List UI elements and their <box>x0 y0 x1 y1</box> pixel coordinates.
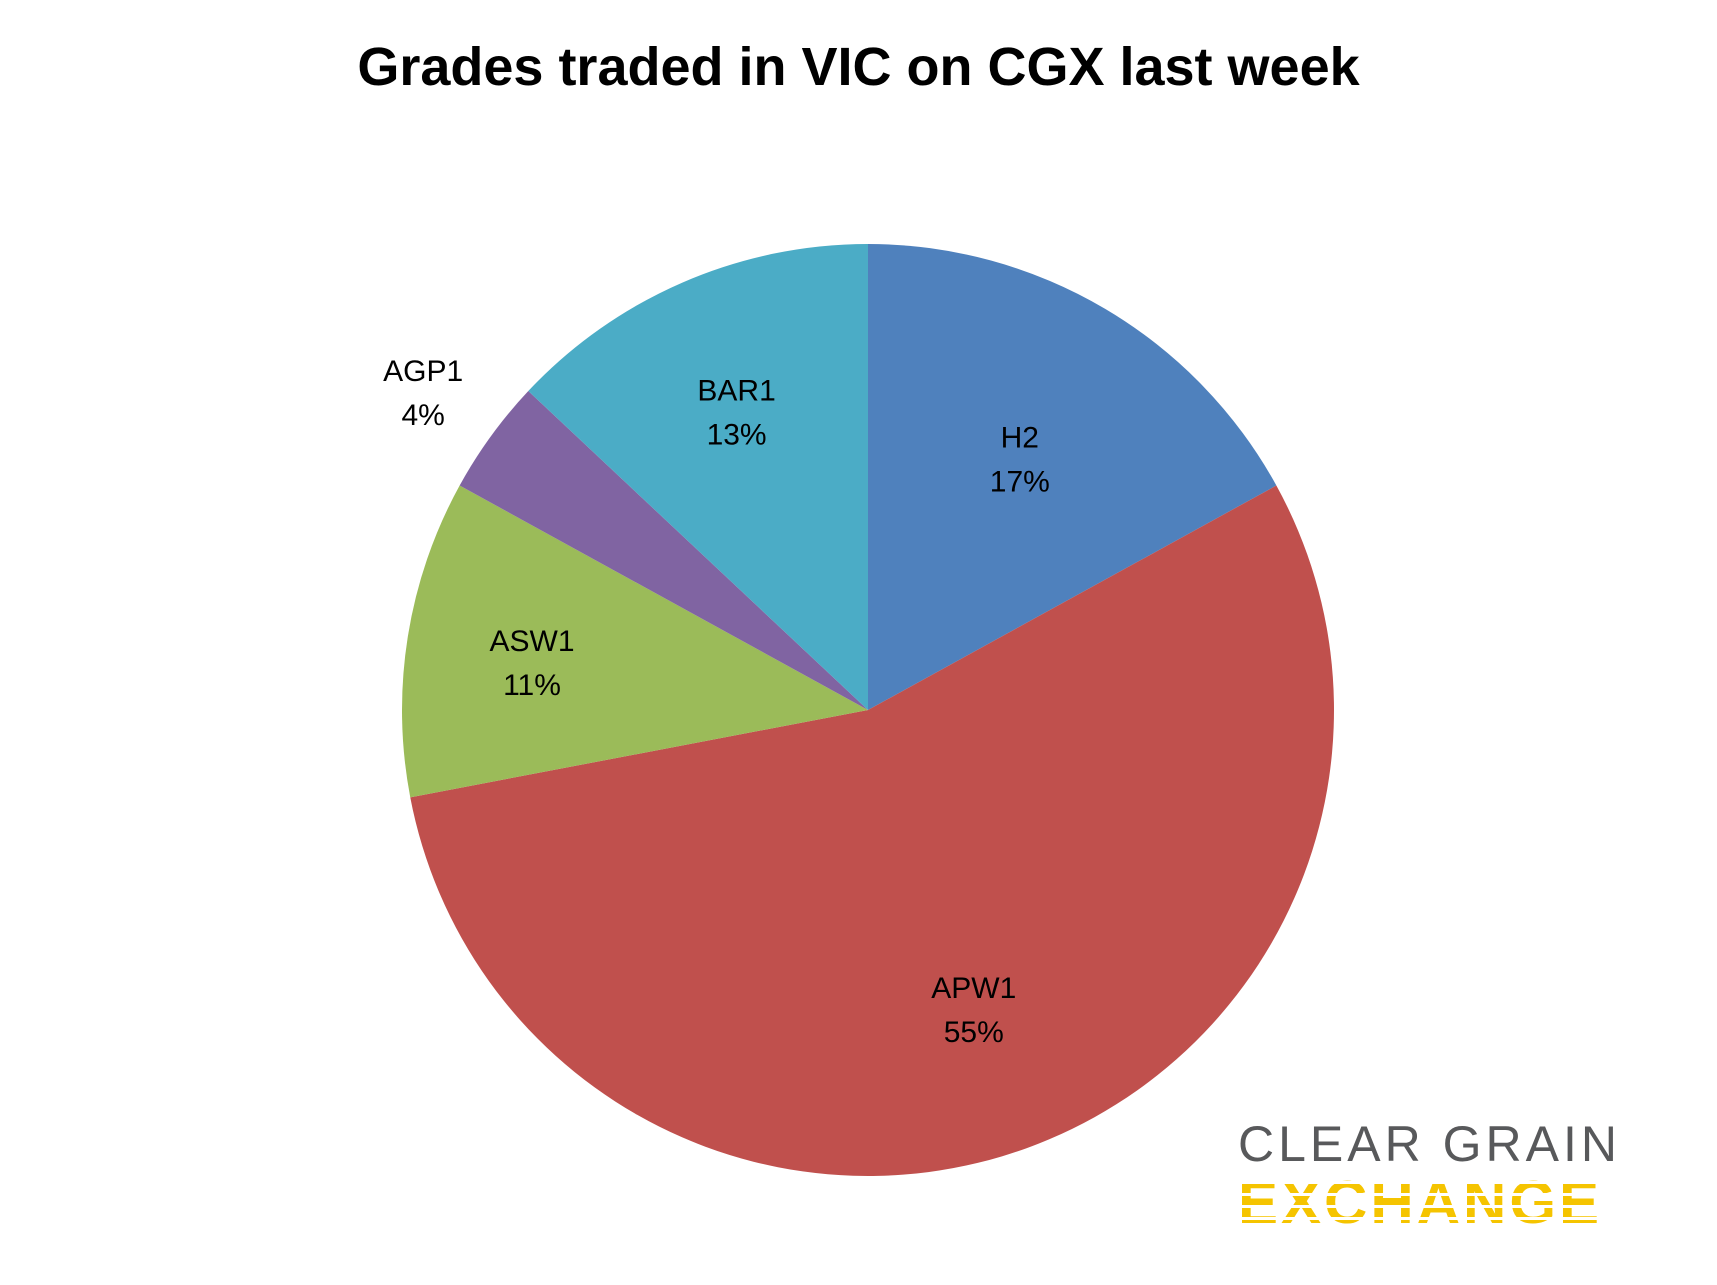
slice-label-bar1: BAR1 <box>697 374 775 407</box>
slice-percent-asw1: 11% <box>503 669 561 702</box>
slice-label-h2: H2 <box>1001 421 1039 454</box>
pie-slice-asw1 <box>402 485 868 798</box>
slice-percent-agp1: 4% <box>401 399 444 432</box>
pie-slice-h2 <box>868 244 1277 710</box>
pie-slice-agp1 <box>459 391 868 710</box>
slice-percent-h2: 17% <box>990 465 1050 498</box>
pie-slice-apw1 <box>410 485 1334 1176</box>
chart-title: Grades traded in VIC on CGX last week <box>357 37 1360 97</box>
slice-label-agp1: AGP1 <box>383 355 463 388</box>
slice-percent-bar1: 13% <box>707 418 767 451</box>
slice-label-asw1: ASW1 <box>489 625 574 658</box>
slice-label-apw1: APW1 <box>931 972 1016 1005</box>
pie-slices <box>402 244 1334 1176</box>
logo-line2: EXCHANGE <box>1238 1169 1603 1236</box>
logo-line1: CLEAR GRAIN <box>1238 1116 1621 1172</box>
clear-grain-exchange-logo: CLEAR GRAIN EXCHANGE <box>1238 1118 1658 1236</box>
pie-slice-bar1 <box>528 244 868 710</box>
slice-percent-apw1: 55% <box>944 1016 1004 1049</box>
pie-labels: H2 17% APW1 55% ASW1 11% AGP1 4% BAR1 13% <box>383 355 1050 1049</box>
